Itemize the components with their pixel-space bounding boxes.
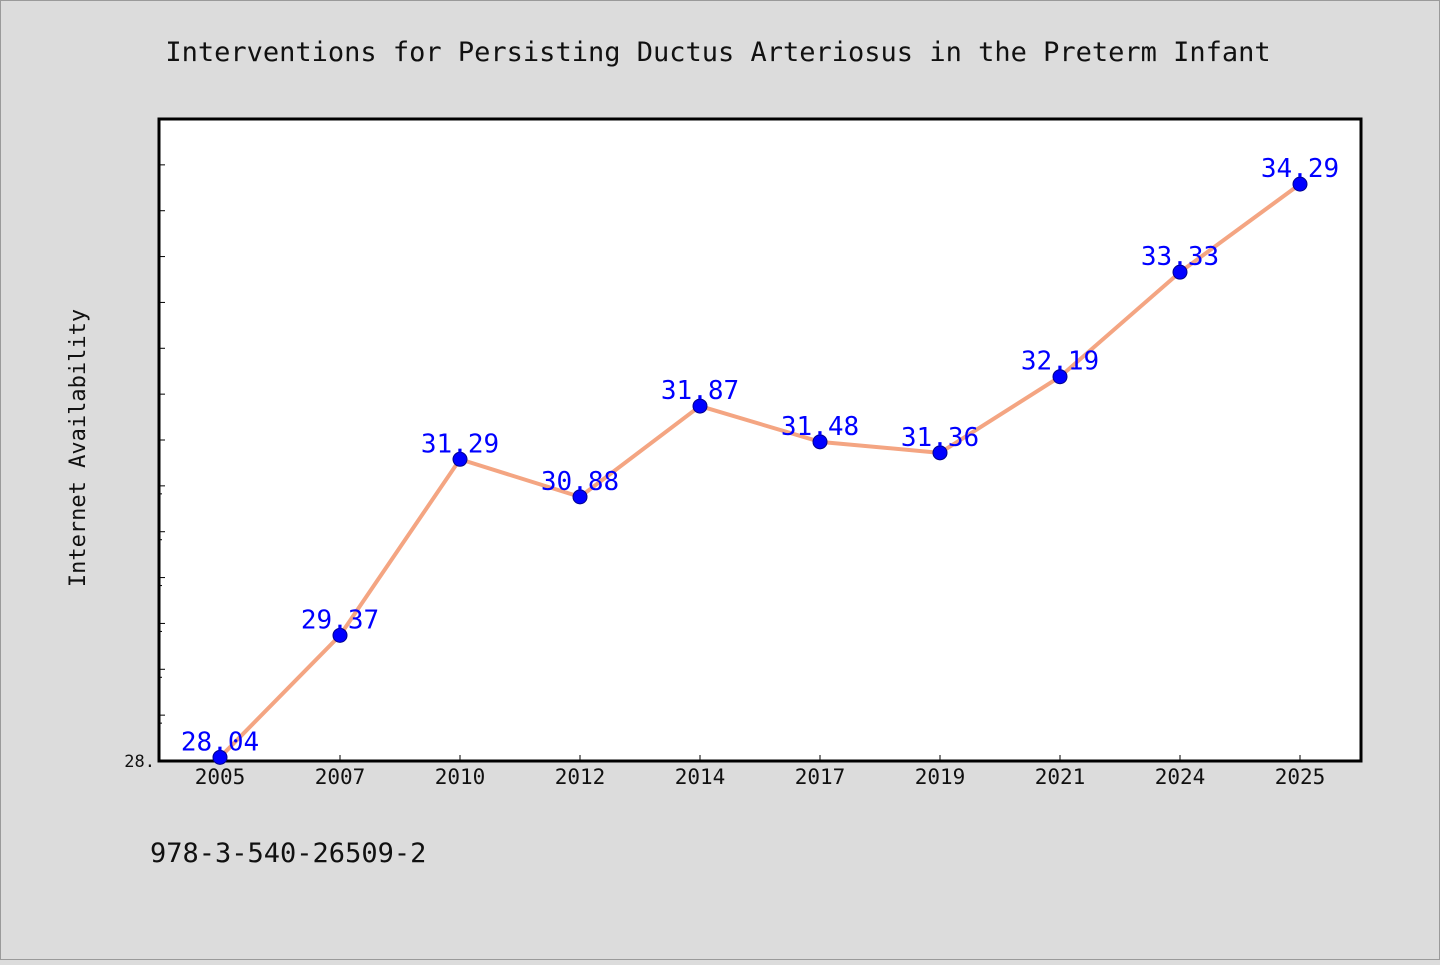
- x-axis-ticks: 2005 2007 2010 2012 2014 2017 2019 2021 2024 2025: [195, 755, 1326, 789]
- data-label: 30.88: [541, 467, 619, 497]
- data-label: 33.33: [1141, 242, 1219, 272]
- x-tick-label: 2014: [675, 765, 726, 789]
- data-point-marker: [932, 445, 948, 461]
- data-point-marker: [812, 434, 828, 450]
- data-point-marker: [692, 398, 708, 414]
- data-label: 34.29: [1261, 154, 1339, 184]
- y-axis-ticks: 28.: [124, 118, 165, 772]
- data-label: 29.37: [301, 605, 379, 635]
- data-point-marker: [1292, 176, 1308, 192]
- series-line: [218, 182, 1302, 760]
- chart-title: Interventions for Persisting Ductus Arte…: [165, 37, 1270, 68]
- data-label: 31.48: [781, 412, 859, 442]
- data-label: 28.04: [181, 727, 259, 757]
- y-axis-label: Internet Availability: [66, 309, 91, 587]
- x-tick-label: 2024: [1155, 765, 1206, 789]
- data-label: 32.19: [1021, 347, 1099, 377]
- x-tick-label: 2017: [795, 765, 846, 789]
- x-tick-label: 2005: [195, 765, 246, 789]
- y-tick-label: 28.: [124, 752, 155, 772]
- data-label: 31.87: [661, 376, 739, 406]
- x-tick-label: 2025: [1275, 765, 1326, 789]
- data-point-marker: [572, 489, 588, 505]
- plot-area: [157, 117, 1363, 763]
- data-point-marker: [452, 451, 468, 467]
- x-tick-label: 2021: [1035, 765, 1086, 789]
- series-layer: 28.04 29.37 31.29 30.88 31.87 31.48 31.36 32.19…: [181, 154, 1339, 765]
- data-label: 31.36: [901, 423, 979, 453]
- data-label: 31.29: [421, 429, 499, 459]
- footer-isbn-text: 978-3-540-26509-2: [150, 838, 426, 869]
- x-tick-label: 2010: [435, 765, 486, 789]
- data-point-marker: [212, 749, 228, 765]
- data-point-marker: [1172, 264, 1188, 280]
- x-tick-label: 2007: [315, 765, 366, 789]
- x-tick-label: 2019: [915, 765, 966, 789]
- data-point-marker: [1052, 369, 1068, 385]
- data-point-marker: [332, 627, 348, 643]
- x-tick-label: 2012: [555, 765, 606, 789]
